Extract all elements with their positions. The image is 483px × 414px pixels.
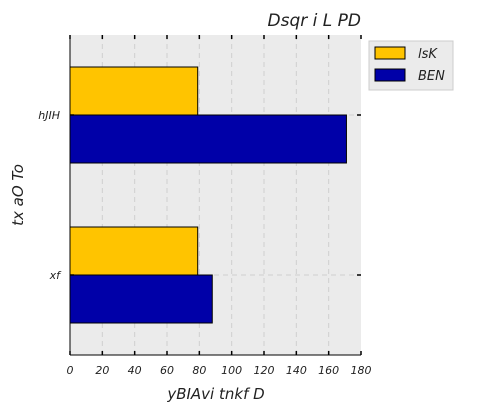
- x-tick-label: 160: [318, 364, 339, 377]
- legend-label-ben: BEN: [418, 69, 445, 84]
- x-tick-label: 20: [95, 364, 109, 377]
- bar-ben-hjih: [69, 114, 347, 164]
- x-tick-label: 140: [286, 364, 307, 377]
- bar-lsk-hjih: [69, 66, 199, 116]
- x-tick-label: 180: [351, 364, 372, 377]
- x-tick-label: 40: [128, 364, 142, 377]
- x-tick-label: 80: [192, 364, 206, 377]
- y-ticks-group: hJIH xf: [38, 109, 361, 282]
- bars-group: [69, 66, 347, 324]
- legend-label-lsk: lsK: [418, 47, 438, 62]
- x-tick-label: 120: [254, 364, 275, 377]
- x-tick-label: 60: [160, 364, 174, 377]
- legend-swatch-ben: [374, 68, 406, 82]
- y-tick-label: xf: [49, 269, 63, 282]
- y-tick-label: hJIH: [38, 109, 60, 122]
- x-ticks-group: 0 20 40 60 80 100 120 140 160 180: [67, 35, 372, 377]
- legend-swatch-lsk: [374, 46, 406, 60]
- y-axis-label: tx aO To: [9, 164, 27, 226]
- x-tick-label: 0: [67, 364, 74, 377]
- legend: lsK BEN: [368, 40, 454, 91]
- bar-ben-xf: [69, 274, 213, 324]
- x-axis-label: yBIAvi tnkf D: [166, 385, 264, 403]
- x-tick-label: 100: [221, 364, 242, 377]
- chart-title: Dsqr i L PD: [268, 11, 361, 31]
- bar-lsk-xf: [69, 226, 199, 276]
